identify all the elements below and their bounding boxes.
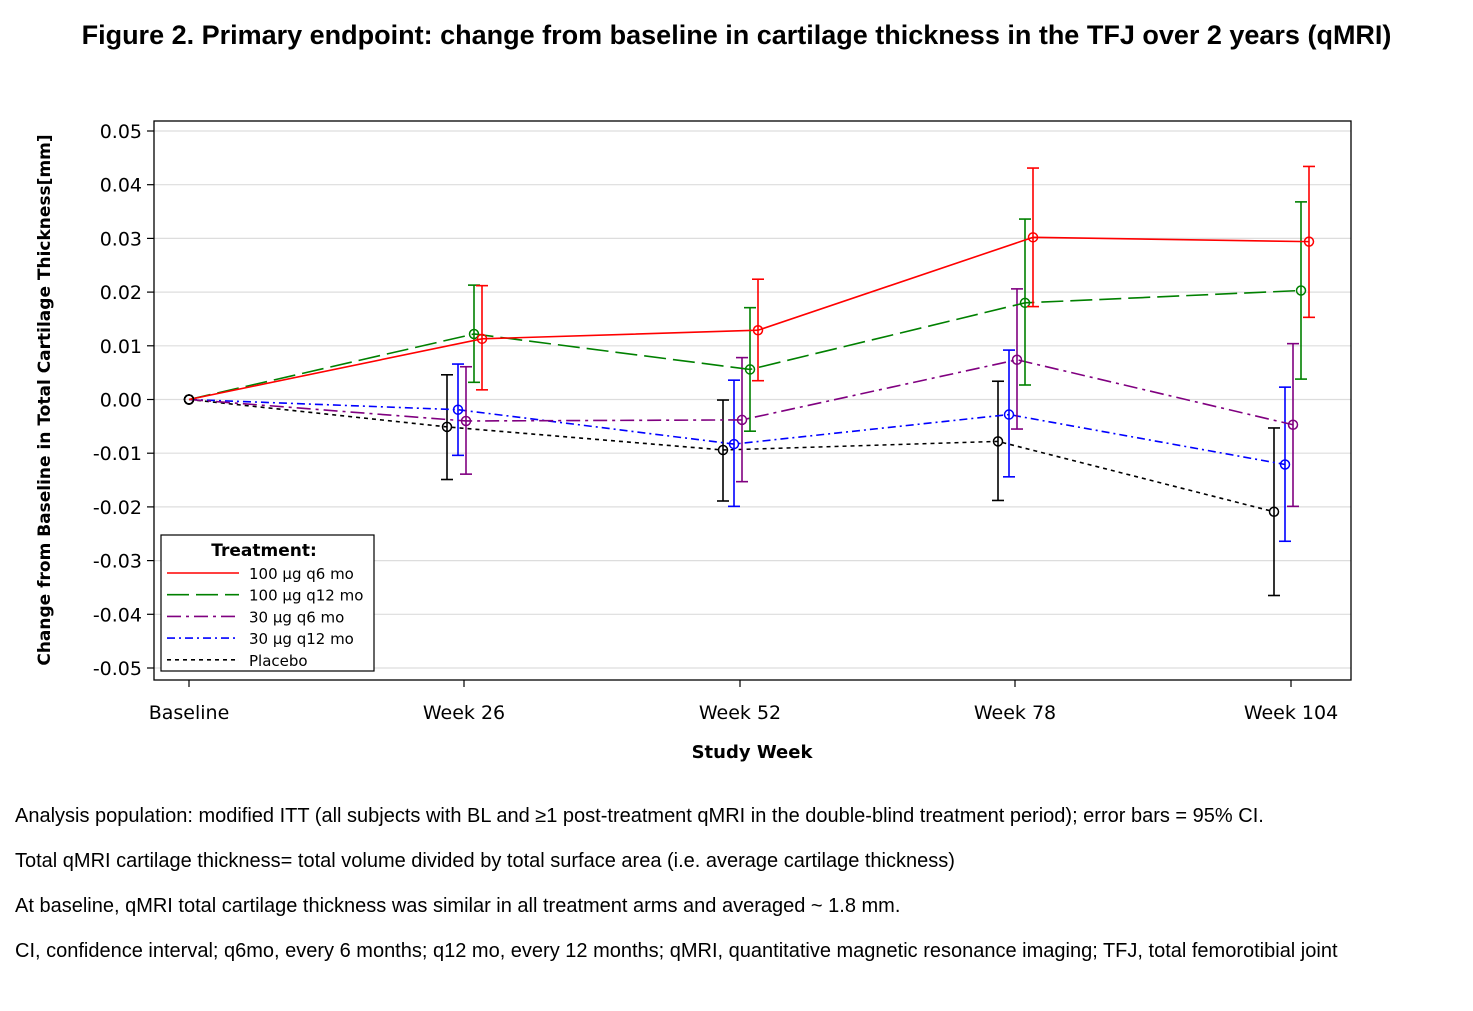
legend-label: 100 µg q6 mo [249, 565, 354, 583]
series-line [188, 236, 1310, 401]
y-tick-label: -0.05 [93, 658, 142, 680]
x-tick-label: Week 78 [974, 702, 1056, 724]
footnote-abbreviations: CI, confidence interval; q6mo, every 6 m… [15, 940, 1338, 962]
data-point [452, 404, 464, 415]
data-point [1019, 297, 1031, 309]
data-point [744, 364, 756, 375]
footnote-population: Analysis population: modified ITT (all s… [15, 805, 1264, 827]
legend-label: 100 µg q12 mo [249, 587, 363, 605]
series-4 [183, 373, 1280, 597]
legend-box [160, 534, 375, 672]
data-point [476, 333, 488, 345]
series-2 [183, 288, 1299, 508]
footnotes: Analysis population: modified ITT (all s… [15, 802, 1455, 982]
data-point [736, 414, 748, 426]
data-point [1279, 459, 1291, 470]
x-tick-label: Week 104 [1244, 702, 1338, 724]
y-tick-label: -0.02 [93, 497, 142, 519]
line-chart: 0.05 0.04 0.03 0.02 0.01 0.00 -0.01 -0.02 -0.03 -… [35, 120, 1352, 763]
y-axis-label: Change from Baseline in Total Cartilage … [35, 134, 55, 665]
data-point [717, 444, 729, 456]
data-point [1011, 354, 1023, 366]
data-point [992, 436, 1004, 447]
x-tick-label: Baseline [149, 702, 230, 724]
plot-frame [153, 120, 1352, 681]
x-axis: Baseline Week 26 Week 52 Week 78 Week 104 [149, 680, 1338, 724]
legend-label: Placebo [249, 652, 308, 670]
legend-label: 30 µg q12 mo [249, 630, 354, 648]
series-line [188, 398, 1286, 466]
series-3 [183, 349, 1291, 543]
y-tick-label: -0.03 [93, 551, 142, 573]
y-tick-label: 0.00 [100, 390, 142, 412]
data-point [468, 328, 480, 340]
series-line [188, 289, 1302, 401]
y-tick-label: -0.04 [93, 604, 142, 626]
data-point [1027, 232, 1039, 243]
x-tick-label: Week 26 [423, 702, 505, 724]
x-tick-label: Week 52 [699, 702, 781, 724]
y-tick-label: -0.01 [93, 443, 142, 465]
data-point [441, 421, 453, 433]
series-1 [183, 201, 1307, 432]
data-point [1287, 419, 1299, 430]
y-tick-label: 0.04 [100, 175, 142, 197]
y-tick-label: 0.01 [100, 336, 142, 358]
data-point [460, 415, 472, 427]
y-tick-label: 0.03 [100, 228, 142, 250]
figure-title: Figure 2. Primary endpoint: change from … [81, 20, 1392, 50]
data-point [1003, 409, 1015, 420]
y-tick-label: 0.05 [100, 121, 142, 143]
series-line [188, 398, 1275, 513]
series-0 [183, 165, 1315, 405]
data-point [1303, 236, 1315, 247]
footnote-definition: Total qMRI cartilage thickness= total vo… [15, 850, 955, 872]
data-point [183, 394, 195, 405]
footnote-baseline: At baseline, qMRI total cartilage thickn… [15, 895, 901, 917]
series-group [183, 165, 1315, 597]
y-axis: 0.05 0.04 0.03 0.02 0.01 0.00 -0.01 -0.02 -0.03 -… [93, 121, 154, 680]
data-point [1295, 285, 1307, 296]
legend-label: 30 µg q6 mo [249, 608, 344, 626]
x-axis-label: Study Week [692, 742, 814, 763]
y-tick-label: 0.02 [100, 282, 142, 304]
legend: Treatment: 100 µg q6 mo 100 µg q12 mo 30 µg… [160, 534, 375, 672]
legend-title: Treatment: [211, 541, 317, 561]
data-point [728, 438, 740, 450]
data-point [752, 324, 764, 336]
data-point [1268, 506, 1280, 517]
